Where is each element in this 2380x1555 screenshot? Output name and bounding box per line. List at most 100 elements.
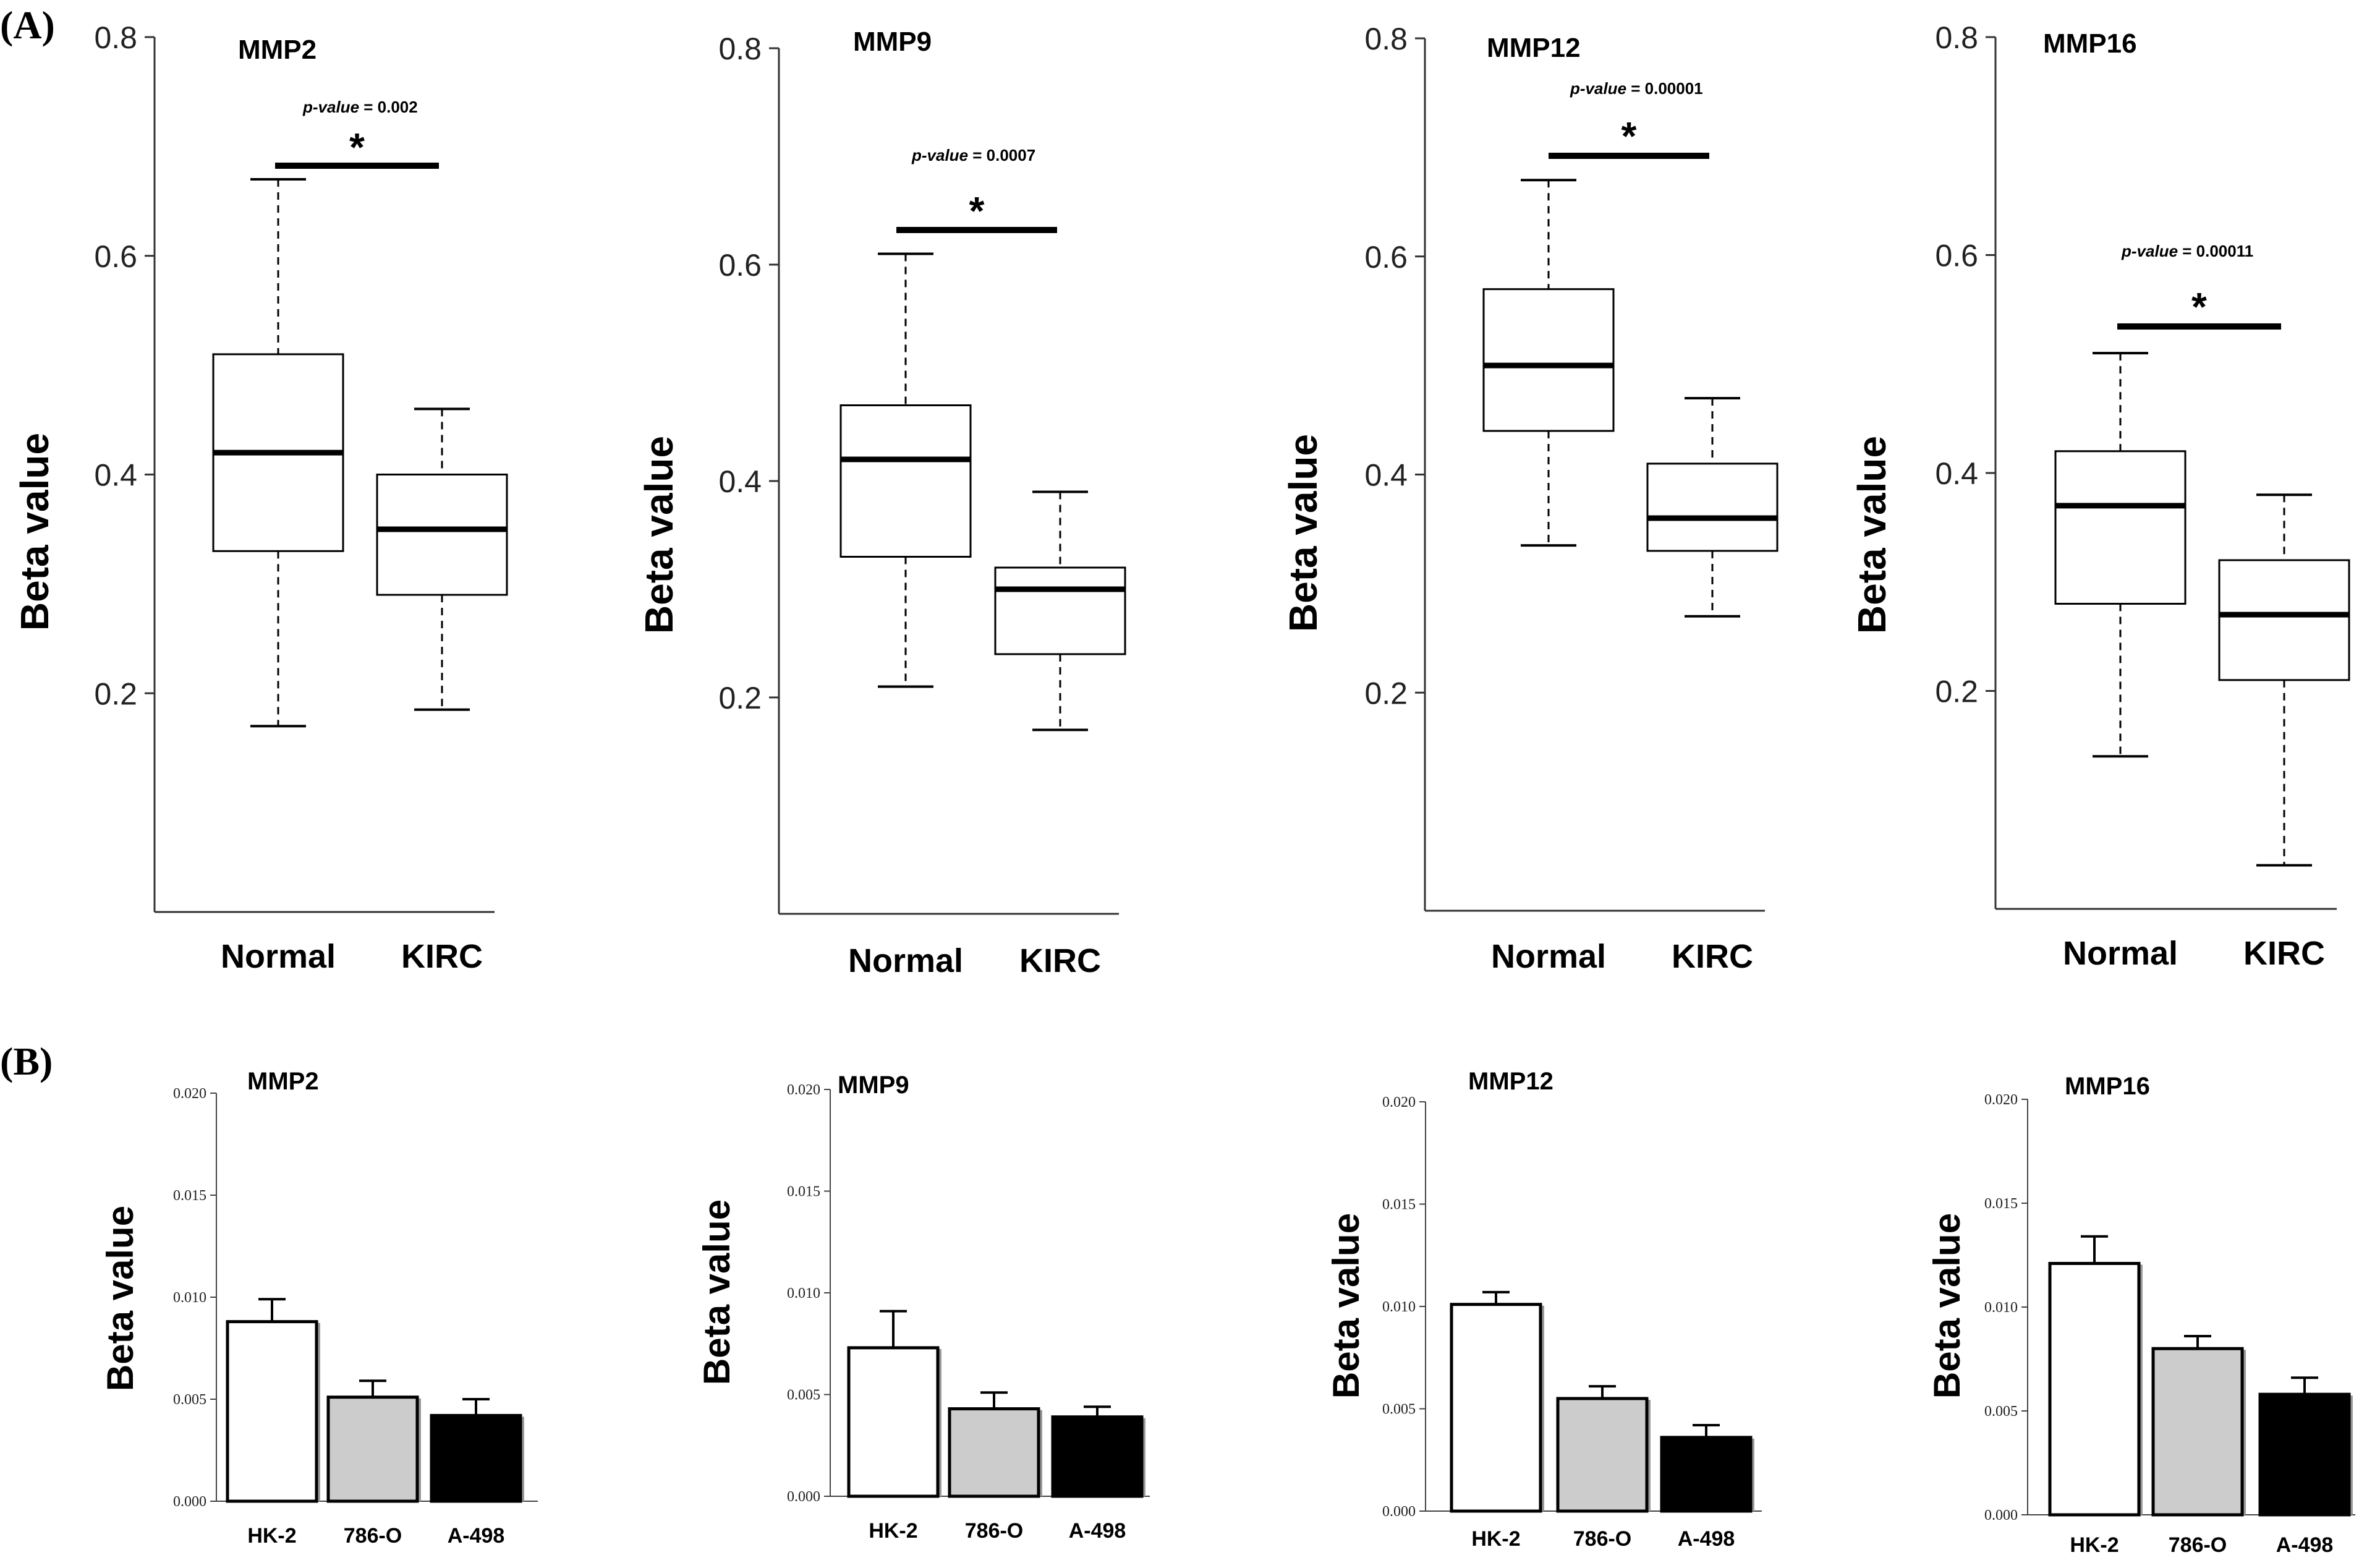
y-tick-label: 0.2 (1935, 675, 1978, 709)
chart-title: MMP12 (1468, 1068, 1553, 1095)
y-tick-label: 0.2 (94, 676, 137, 711)
chart-title: MMP9 (853, 27, 932, 57)
box-normal (1482, 179, 1615, 547)
x-category-label: Normal (221, 938, 336, 975)
p-value-annotation: p-value = 0.002 (302, 98, 418, 116)
bar-a-498 (1660, 1423, 1754, 1513)
bar-786-o (326, 1379, 421, 1503)
x-category-label: Normal (848, 942, 963, 979)
bar-786-o (1556, 1385, 1651, 1513)
chart-a-mmp2: 0.2 0.4 0.6 0.8 MMP2 Beta value Normal KIRC p-va… (12, 20, 508, 975)
y-tick-label: 0.000 (1984, 1507, 2018, 1523)
iqr-box (1646, 462, 1779, 552)
x-category-label: HK-2 (1471, 1527, 1520, 1551)
y-axis-label: Beta value (12, 433, 57, 631)
chart-b-mmp2: 0.000 0.005 0.010 0.015 0.020 MMP2 Beta value H… (100, 1068, 538, 1548)
y-axis-label: Beta value (1325, 1213, 1367, 1399)
chart-a-mmp16: 0.2 0.4 0.6 0.8 MMP16 Beta value Normal KIRC p-v… (1850, 20, 2350, 972)
y-axis-label: Beta value (100, 1206, 141, 1391)
x-category-label: 786-O (2169, 1533, 2227, 1555)
y-tick-label: 0.000 (173, 1494, 206, 1510)
iqr-box (376, 474, 508, 596)
y-tick-label: 0.015 (1984, 1196, 2018, 1212)
y-tick-label: 0.4 (718, 464, 762, 499)
y-tick-label: 0.020 (1382, 1094, 1416, 1110)
p-value-label: p-value (2121, 242, 2178, 260)
chart-title: MMP2 (238, 35, 317, 65)
panel-label-b: (B) (0, 1039, 53, 1083)
y-tick-label: 0.6 (718, 248, 762, 283)
y-tick-label: 0.000 (1382, 1504, 1416, 1520)
bar-a-498 (430, 1398, 524, 1503)
box-kirc (1646, 397, 1779, 618)
iqr-box (839, 404, 972, 558)
x-category-label: A-498 (1678, 1527, 1735, 1551)
y-tick-label: 0.010 (173, 1290, 206, 1306)
box-kirc (994, 490, 1126, 731)
y-tick-label: 0.4 (94, 458, 137, 493)
bar (2258, 1392, 2351, 1517)
y-axis-label: Beta value (696, 1199, 737, 1385)
y-tick-label: 0.005 (1984, 1404, 2018, 1420)
x-category-label: 786-O (344, 1524, 402, 1548)
bar-hk-2 (847, 1310, 941, 1498)
box-normal (839, 252, 972, 688)
y-tick-label: 0.010 (1984, 1300, 2018, 1316)
iqr-box (2218, 559, 2350, 681)
significance-star: * (2191, 284, 2207, 329)
bar-786-o (2151, 1335, 2246, 1517)
chart-title: MMP16 (2065, 1073, 2150, 1100)
y-tick-label: 0.015 (173, 1188, 206, 1204)
p-value-number: = 0.002 (359, 98, 418, 116)
chart-b-mmp16: 0.000 0.005 0.010 0.015 0.020 MMP16 Beta value… (1926, 1073, 2355, 1555)
box-kirc (376, 407, 508, 711)
y-tick-label: 0.8 (94, 20, 137, 55)
p-value-label: p-value (302, 98, 359, 116)
x-category-label: A-498 (2276, 1533, 2334, 1555)
bar-786-o (948, 1391, 1042, 1498)
y-axis-label: Beta value (1926, 1213, 1968, 1399)
y-tick-label: 0.020 (1984, 1092, 2018, 1108)
y-tick-label: 0.8 (718, 32, 762, 66)
y-tick-label: 0.015 (787, 1184, 820, 1200)
chart-b-mmp12: 0.000 0.005 0.010 0.015 0.020 MMP12 Beta value… (1325, 1068, 1762, 1551)
x-category-label: HK-2 (869, 1519, 917, 1543)
box-normal (2054, 352, 2187, 758)
significance-star: * (969, 189, 985, 233)
y-tick-label: 0.4 (1935, 456, 1978, 491)
p-value-number: = 0.0007 (968, 146, 1035, 164)
x-category-label: KIRC (1672, 938, 1753, 975)
chart-title: MMP12 (1487, 33, 1581, 63)
x-category-label: KIRC (401, 938, 483, 975)
y-tick-label: 0.010 (787, 1285, 820, 1302)
x-category-label: KIRC (2243, 935, 2325, 972)
bar (1556, 1397, 1649, 1513)
iqr-box (1482, 288, 1615, 432)
bar-a-498 (1051, 1405, 1145, 1498)
bar-a-498 (2258, 1376, 2353, 1517)
x-category-label: HK-2 (247, 1524, 296, 1548)
significance-star: * (1621, 114, 1637, 158)
y-tick-label: 0.6 (1364, 240, 1408, 275)
box-kirc (2218, 493, 2350, 867)
p-value-label: p-value (1570, 79, 1626, 98)
p-value-annotation: p-value = 0.00001 (1570, 79, 1703, 98)
bar (948, 1407, 1040, 1498)
y-tick-label: 0.6 (1935, 239, 1978, 273)
y-tick-label: 0.020 (787, 1082, 820, 1098)
y-axis-label: Beta value (1850, 436, 1894, 634)
panel-label-a: (A) (0, 3, 55, 47)
y-tick-label: 0.005 (1382, 1402, 1416, 1418)
p-value-annotation: p-value = 0.00011 (2121, 242, 2253, 260)
x-category-label: KIRC (1019, 942, 1101, 979)
bar (2048, 1261, 2141, 1517)
x-category-label: A-498 (1069, 1519, 1126, 1543)
x-category-label: A-498 (448, 1524, 505, 1548)
p-value-label: p-value (911, 146, 968, 164)
p-value-number: = 0.00011 (2178, 242, 2253, 260)
x-category-label: 786-O (1573, 1527, 1632, 1551)
y-tick-label: 0.015 (1382, 1197, 1416, 1213)
chart-b-mmp9: 0.000 0.005 0.010 0.015 0.020 MMP9 Beta value H… (696, 1071, 1150, 1543)
y-tick-label: 0.000 (787, 1489, 820, 1505)
